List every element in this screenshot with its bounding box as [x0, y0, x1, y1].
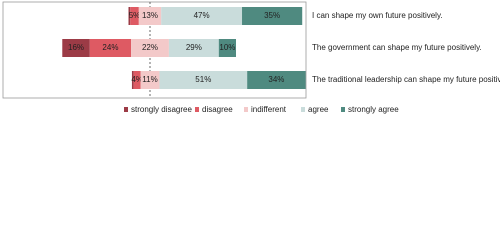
bar-segment: [168, 39, 219, 57]
value-label: 10%: [219, 43, 235, 52]
bar-segment: [62, 39, 90, 57]
category-label: The government can shape my future posit…: [312, 43, 482, 52]
legend-label: strongly disagree: [131, 105, 192, 114]
category-label: I can shape my own future positively.: [312, 11, 443, 20]
bar-segment: [218, 39, 236, 57]
value-label: 22%: [142, 43, 158, 52]
chart: I can shape my own future positively.5% 1…: [2, 1, 500, 114]
bar-segment: [130, 7, 139, 25]
bar-segment: [161, 7, 243, 25]
bar-segment: [159, 71, 248, 89]
legend-swatch: [244, 107, 248, 112]
legend-swatch: [301, 107, 305, 112]
legend-swatch: [124, 107, 128, 112]
value-label: 47%: [194, 11, 210, 20]
value-label: 4%: [131, 75, 143, 84]
bar-segment: [247, 71, 306, 89]
legend-label: indifferent: [251, 105, 287, 114]
value-label: 35%: [264, 11, 280, 20]
value-label: 16%: [68, 43, 84, 52]
value-label: 11%: [142, 75, 157, 84]
bar-segment: [131, 71, 134, 89]
value-label: 34%: [268, 75, 284, 84]
legend-swatch: [195, 107, 199, 112]
bar-segment: [128, 7, 131, 25]
plot-frame: [2, 1, 307, 99]
legend-label: disagree: [202, 105, 233, 114]
bar-segment: [89, 39, 132, 57]
value-label: 29%: [186, 43, 202, 52]
bar-segment: [133, 71, 141, 89]
value-label: 13%: [142, 11, 158, 20]
value-label: 51%: [195, 75, 211, 84]
category-label: The traditional leadership can shape my …: [312, 75, 500, 84]
legend-label: strongly agree: [348, 105, 399, 114]
bar-segment: [131, 39, 169, 57]
bar-segment: [242, 7, 303, 25]
bar-segment: [140, 71, 160, 89]
bar-segment: [138, 7, 162, 25]
value-label: 5%: [129, 11, 141, 20]
value-label: 24%: [102, 43, 118, 52]
legend-swatch: [341, 107, 345, 112]
legend-label: agree: [308, 105, 329, 114]
